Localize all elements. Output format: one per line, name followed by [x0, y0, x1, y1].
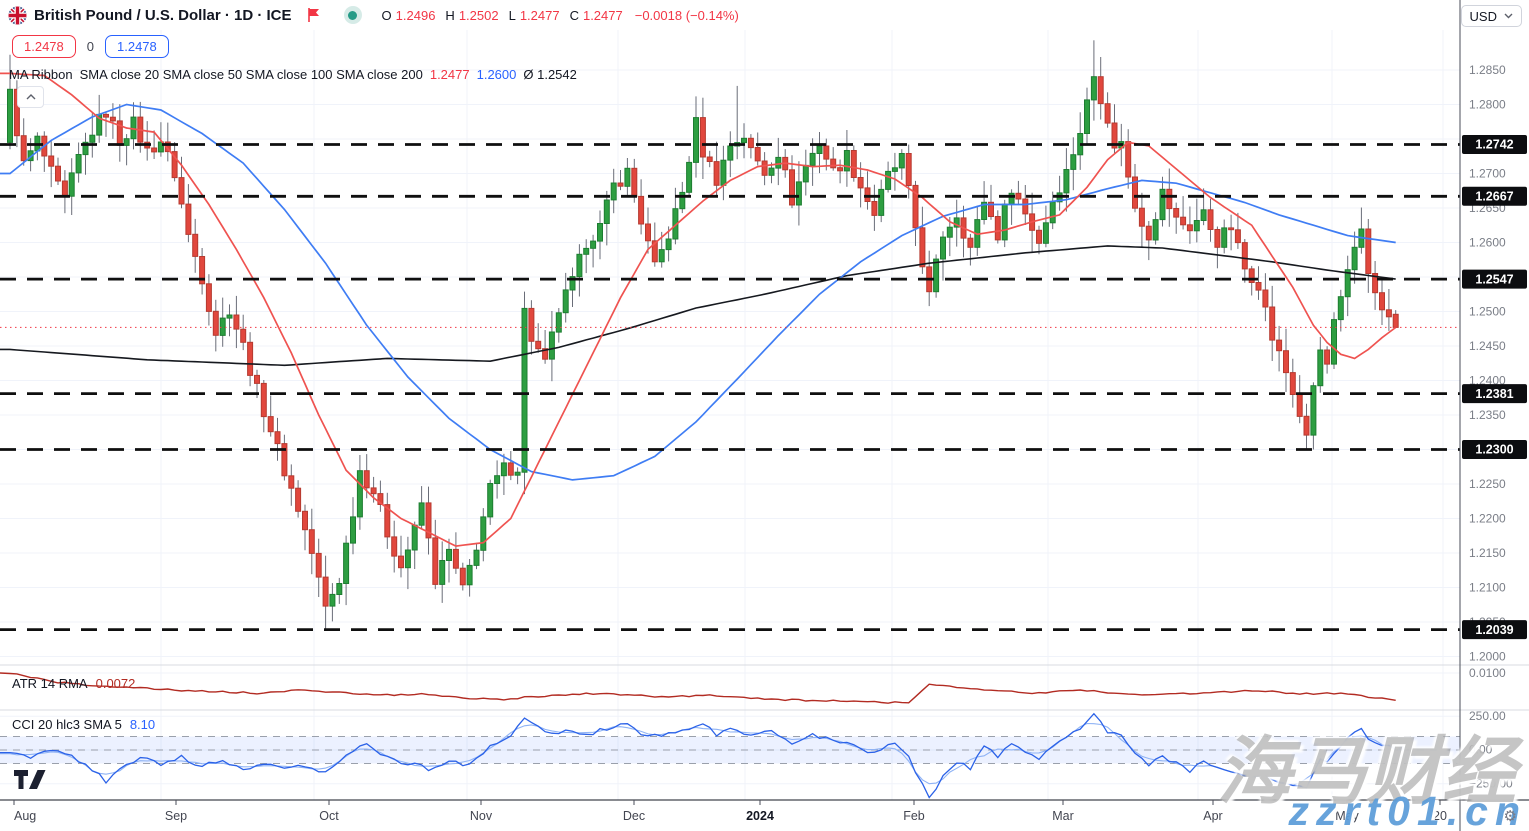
svg-text:−250.00: −250.00 — [1469, 777, 1513, 791]
price-level-badge — [1462, 384, 1527, 404]
ma-lines — [0, 72, 1397, 547]
price-axis-label: 1.2150 — [1469, 546, 1506, 560]
ohlc-readout: O 1.2496 H 1.2502 L 1.2477 C 1.2477 −0.0018 … — [382, 8, 739, 23]
price-axis-label: 1.2000 — [1469, 650, 1506, 664]
time-axis-label: Aug — [14, 809, 36, 823]
price-level-badge-value: 1.2039 — [1475, 623, 1513, 637]
chart-header: British Pound / U.S. Dollar · 1D · ICE O… — [0, 0, 739, 30]
close-label: C — [569, 7, 579, 23]
high-value: 1.2502 — [458, 7, 499, 23]
symbol-title[interactable]: British Pound / U.S. Dollar · 1D · ICE — [34, 6, 292, 24]
price-axis-label: 1.2250 — [1469, 477, 1506, 491]
atr-legend-title: ATR 14 RMA — [12, 676, 88, 691]
cci-line — [0, 712, 1397, 799]
ma-ribbon-params: SMA close 20 SMA close 50 SMA close 100 … — [79, 67, 423, 82]
price-axis-label: 1.2400 — [1469, 374, 1506, 388]
cci-lines — [0, 712, 1397, 799]
uk-flag-icon — [8, 6, 27, 24]
sma-50-line — [0, 103, 1396, 481]
chevron-up-icon — [26, 94, 35, 100]
ma-ribbon-value-average: Ø 1.2542 — [523, 67, 577, 82]
price-axis-label: 1.2800 — [1469, 98, 1506, 112]
ma-ribbon-value-sma20: 1.2477 — [429, 67, 470, 82]
price-level-badge-value: 1.2547 — [1475, 272, 1513, 286]
high-label: H — [445, 7, 455, 23]
price-axis-label: 1.2500 — [1469, 305, 1506, 319]
cci-legend[interactable]: CCI 20 hlc3 SMA 5 8.10 — [12, 717, 155, 732]
time-axis-label: Nov — [470, 809, 493, 823]
currency-selector[interactable]: USD — [1460, 5, 1522, 27]
time-axis-label: Oct — [319, 809, 339, 823]
ma-ribbon-legend[interactable]: MA Ribbon SMA close 20 SMA close 50 SMA … — [9, 67, 577, 82]
time-axis-label: Mar — [1052, 809, 1074, 823]
tradingview-logo[interactable] — [14, 770, 46, 795]
currency-selector-label: USD — [1469, 8, 1497, 24]
time-axis-label: 20 — [1433, 809, 1447, 823]
price-level-badge-value: 1.2300 — [1475, 443, 1513, 457]
collapse-legend-button[interactable] — [17, 86, 44, 108]
price-axis[interactable]: 1.28501.28001.27001.26501.26001.25001.24… — [1462, 63, 1527, 791]
sma-200-line — [0, 245, 1396, 367]
price-axis-label: 1.2700 — [1469, 167, 1506, 181]
cci-band — [0, 736, 1460, 764]
candles-layer — [7, 40, 1399, 631]
svg-text:0.0100: 0.0100 — [1469, 666, 1506, 680]
time-axis-label: May — [1335, 809, 1359, 823]
change-value: −0.0018 (−0.14%) — [634, 7, 739, 23]
atr-legend-value: 0.0072 — [95, 676, 136, 691]
price-axis-label: 1.2850 — [1469, 63, 1506, 77]
open-value: 1.2496 — [395, 7, 436, 23]
close-value: 1.2477 — [582, 7, 623, 23]
ma-ribbon-title: MA Ribbon — [9, 67, 73, 82]
chevron-down-icon — [1504, 13, 1513, 19]
atr-legend[interactable]: ATR 14 RMA 0.0072 — [12, 676, 135, 691]
price-tags-row: 1.2478 0 1.2478 — [12, 35, 169, 58]
time-axis-label: Dec — [623, 809, 645, 823]
level-lines — [0, 143, 1460, 631]
time-axis[interactable]: Aug Sep Oct Nov Dec 2024 Feb Mar Apr May 20 — [14, 809, 1447, 823]
price-level-badge — [1462, 135, 1527, 154]
buy-price-tag[interactable]: 1.2478 — [105, 35, 169, 58]
time-axis-settings-gear-icon[interactable]: ⚙ — [1503, 808, 1517, 825]
price-axis-label: 1.2350 — [1469, 408, 1506, 422]
time-axis-label: 2024 — [746, 809, 774, 823]
time-axis-label: Feb — [903, 809, 925, 823]
price-axis-label: 1.2450 — [1469, 339, 1506, 353]
flag-icon[interactable] — [306, 7, 322, 23]
sma-20-line — [0, 72, 1397, 547]
price-level-badge-value: 1.2381 — [1475, 387, 1513, 401]
price-level-badge — [1462, 186, 1527, 206]
price-axis-label: 1.2600 — [1469, 236, 1506, 250]
atr-line — [0, 672, 1396, 704]
price-level-badge — [1462, 269, 1527, 289]
low-value: 1.2477 — [519, 7, 560, 23]
time-axis-label: Sep — [165, 809, 187, 823]
price-axis-label: 1.2100 — [1469, 581, 1506, 595]
time-axis-label: Apr — [1203, 809, 1222, 823]
price-level-badge-value: 1.2667 — [1475, 190, 1513, 204]
low-label: L — [508, 7, 516, 23]
market-status-icon[interactable] — [343, 6, 362, 24]
price-level-badge-value: 1.2742 — [1475, 138, 1513, 152]
svg-text:0.00: 0.00 — [1469, 743, 1493, 757]
svg-text:250.00: 250.00 — [1469, 709, 1506, 723]
ma-ribbon-value-sma50: 1.2600 — [476, 67, 517, 82]
price-level-badge — [1462, 620, 1527, 640]
price-axis-label: 1.2200 — [1469, 512, 1506, 526]
open-label: O — [381, 7, 392, 23]
sell-price-tag[interactable]: 1.2478 — [12, 35, 76, 58]
cci-legend-title: CCI 20 hlc3 SMA 5 — [12, 717, 122, 732]
cci-legend-value: 8.10 — [129, 717, 156, 732]
price-level-badge — [1462, 440, 1527, 459]
spread-value: 0 — [86, 39, 94, 54]
